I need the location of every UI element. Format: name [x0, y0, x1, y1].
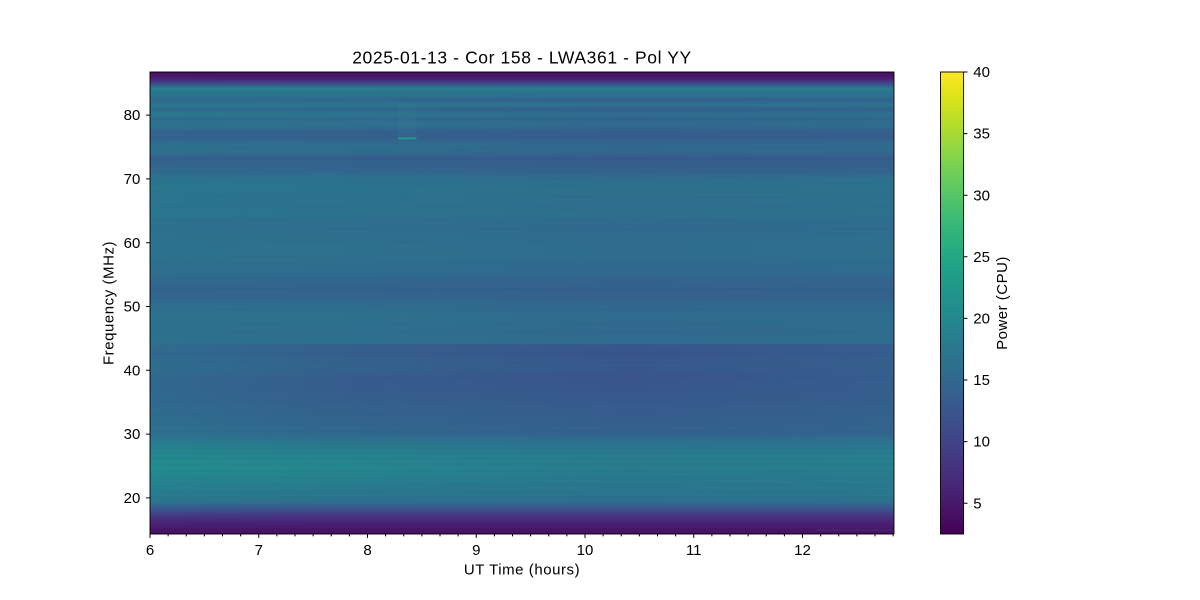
svg-text:5: 5	[973, 495, 981, 512]
svg-text:12: 12	[794, 542, 811, 559]
svg-text:8: 8	[363, 542, 371, 559]
svg-text:10: 10	[577, 542, 594, 559]
svg-text:6: 6	[146, 542, 154, 559]
svg-text:80: 80	[124, 107, 141, 124]
svg-text:30: 30	[124, 426, 141, 443]
svg-text:25: 25	[973, 249, 990, 266]
svg-text:UT Time (hours): UT Time (hours)	[464, 561, 580, 578]
svg-text:20: 20	[124, 490, 141, 507]
svg-text:70: 70	[124, 171, 141, 188]
svg-text:9: 9	[472, 542, 480, 559]
svg-text:15: 15	[973, 372, 990, 389]
svg-text:60: 60	[124, 235, 141, 252]
svg-text:40: 40	[124, 362, 141, 379]
svg-text:35: 35	[973, 126, 990, 143]
svg-text:Frequency (MHz): Frequency (MHz)	[101, 241, 118, 365]
svg-text:30: 30	[973, 187, 990, 204]
svg-text:20: 20	[973, 311, 990, 328]
svg-text:7: 7	[255, 542, 263, 559]
svg-text:Power (CPU): Power (CPU)	[994, 256, 1011, 350]
svg-text:10: 10	[973, 434, 990, 451]
svg-text:2025-01-13 - Cor 158 - LWA361: 2025-01-13 - Cor 158 - LWA361 - Pol YY	[352, 48, 692, 68]
svg-text:40: 40	[973, 64, 990, 81]
svg-text:50: 50	[124, 299, 141, 316]
svg-text:11: 11	[686, 542, 702, 559]
